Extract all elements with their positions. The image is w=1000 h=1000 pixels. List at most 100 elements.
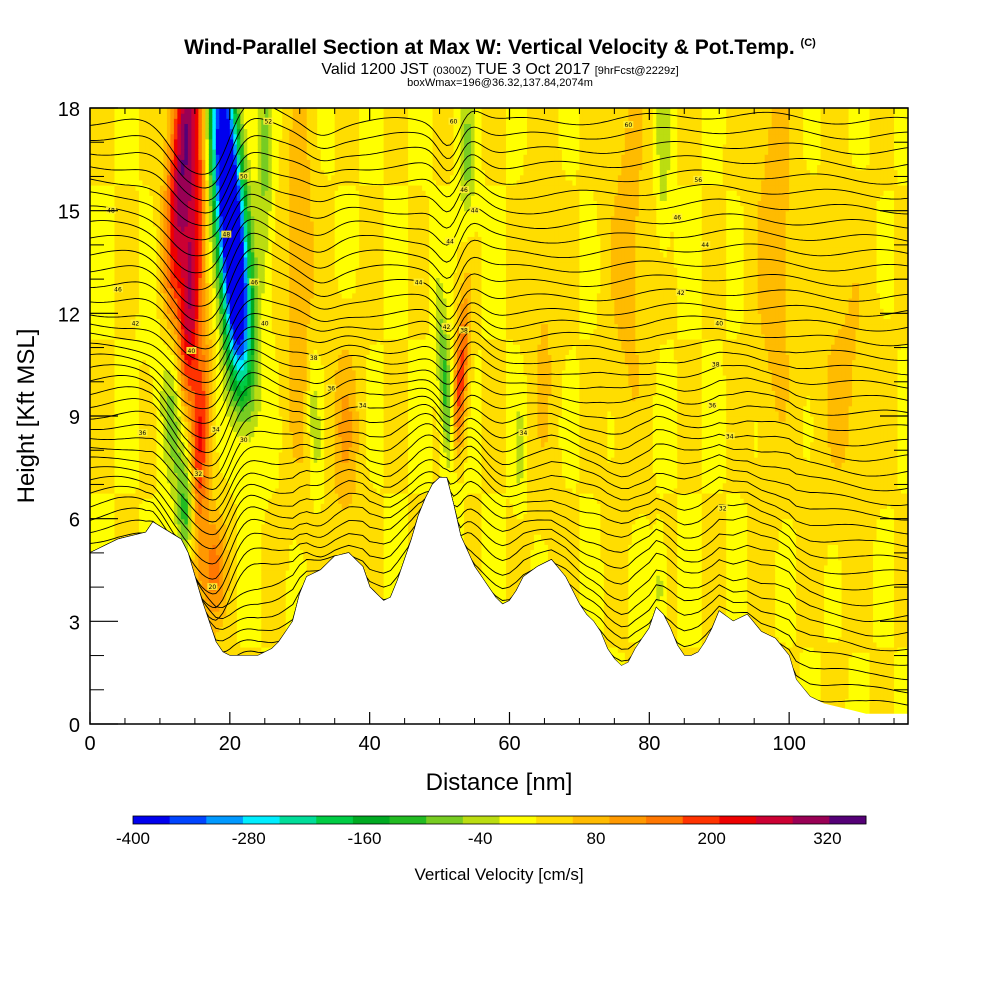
velocity-cell bbox=[146, 113, 150, 119]
velocity-cell bbox=[100, 534, 104, 540]
velocity-cell bbox=[142, 277, 146, 283]
velocity-cell bbox=[142, 437, 146, 443]
velocity-cell bbox=[104, 298, 108, 304]
velocity-cell bbox=[114, 442, 118, 448]
velocity-cell bbox=[167, 360, 171, 366]
velocity-cell bbox=[104, 277, 108, 283]
velocity-cell bbox=[142, 206, 146, 212]
velocity-cell bbox=[219, 632, 223, 638]
velocity-cell bbox=[167, 324, 171, 330]
velocity-cell bbox=[216, 221, 220, 227]
velocity-cell bbox=[195, 154, 199, 160]
velocity-cell bbox=[167, 180, 171, 186]
velocity-cell bbox=[177, 324, 181, 330]
velocity-cell bbox=[167, 154, 171, 160]
velocity-cell bbox=[153, 159, 157, 165]
velocity-cell bbox=[114, 200, 118, 206]
velocity-cell bbox=[114, 164, 118, 170]
velocity-cell bbox=[233, 544, 237, 550]
velocity-cell bbox=[146, 437, 150, 443]
velocity-cell bbox=[198, 293, 202, 299]
velocity-cell bbox=[212, 508, 216, 514]
velocity-cell bbox=[125, 159, 129, 165]
velocity-cell bbox=[94, 539, 98, 545]
velocity-cell bbox=[209, 575, 213, 581]
velocity-cell bbox=[111, 236, 115, 242]
velocity-cell bbox=[135, 293, 139, 299]
velocity-cell bbox=[118, 159, 122, 165]
velocity-cell bbox=[202, 508, 206, 514]
velocity-cell bbox=[125, 395, 129, 401]
velocity-cell bbox=[104, 170, 108, 176]
velocity-cell bbox=[100, 134, 104, 140]
velocity-cell bbox=[177, 283, 181, 289]
velocity-cell bbox=[174, 159, 178, 165]
velocity-cell bbox=[132, 180, 136, 186]
velocity-cell bbox=[184, 288, 188, 294]
velocity-cell bbox=[219, 606, 223, 612]
velocity-cell bbox=[163, 252, 167, 258]
velocity-cell bbox=[114, 247, 118, 253]
velocity-cell bbox=[209, 149, 213, 155]
velocity-cell bbox=[100, 354, 104, 360]
velocity-cell bbox=[118, 349, 122, 355]
velocity-cell bbox=[181, 514, 185, 520]
velocity-cell bbox=[205, 149, 209, 155]
velocity-cell bbox=[205, 524, 209, 530]
velocity-cell bbox=[177, 144, 181, 150]
velocity-cell bbox=[125, 185, 129, 191]
velocity-cell bbox=[198, 144, 202, 150]
velocity-cell bbox=[205, 262, 209, 268]
velocity-cell bbox=[135, 170, 139, 176]
velocity-cell bbox=[139, 390, 143, 396]
velocity-cell bbox=[174, 406, 178, 412]
velocity-cell bbox=[135, 411, 139, 417]
velocity-cell bbox=[156, 185, 160, 191]
velocity-cell bbox=[121, 257, 125, 263]
velocity-cell bbox=[188, 200, 192, 206]
velocity-cell bbox=[205, 565, 209, 571]
velocity-cell bbox=[226, 632, 230, 638]
velocity-cell bbox=[174, 200, 178, 206]
velocity-cell bbox=[139, 308, 143, 314]
velocity-cell bbox=[94, 401, 98, 407]
velocity-cell bbox=[205, 211, 209, 217]
velocity-cell bbox=[212, 118, 216, 124]
velocity-cell bbox=[160, 303, 164, 309]
velocity-cell bbox=[121, 390, 125, 396]
velocity-cell bbox=[149, 437, 153, 443]
velocity-cell bbox=[177, 252, 181, 258]
velocity-cell bbox=[198, 365, 202, 371]
velocity-cell bbox=[139, 108, 143, 114]
velocity-cell bbox=[132, 267, 136, 273]
velocity-cell bbox=[125, 478, 129, 484]
velocity-cell bbox=[177, 206, 181, 212]
velocity-cell bbox=[170, 247, 174, 253]
velocity-cell bbox=[216, 247, 220, 253]
velocity-cell bbox=[114, 478, 118, 484]
velocity-cell bbox=[97, 375, 101, 381]
velocity-cell bbox=[121, 401, 125, 407]
velocity-cell bbox=[125, 529, 129, 535]
velocity-cell bbox=[97, 457, 101, 463]
velocity-cell bbox=[128, 514, 132, 520]
velocity-cell bbox=[111, 339, 115, 345]
velocity-cell bbox=[97, 226, 101, 232]
velocity-cell bbox=[153, 134, 157, 140]
velocity-cell bbox=[100, 144, 104, 150]
velocity-cell bbox=[202, 118, 206, 124]
velocity-cell bbox=[118, 129, 122, 135]
velocity-cell bbox=[181, 288, 185, 294]
velocity-cell bbox=[142, 324, 146, 330]
velocity-cell bbox=[100, 385, 104, 391]
velocity-cell bbox=[94, 421, 98, 427]
velocity-cell bbox=[128, 498, 132, 504]
velocity-cell bbox=[209, 123, 213, 129]
velocity-cell bbox=[118, 200, 122, 206]
velocity-cell bbox=[174, 298, 178, 304]
velocity-cell bbox=[216, 313, 220, 319]
velocity-cell bbox=[226, 324, 230, 330]
velocity-cell bbox=[114, 149, 118, 155]
velocity-cell bbox=[167, 457, 171, 463]
velocity-cell bbox=[184, 226, 188, 232]
